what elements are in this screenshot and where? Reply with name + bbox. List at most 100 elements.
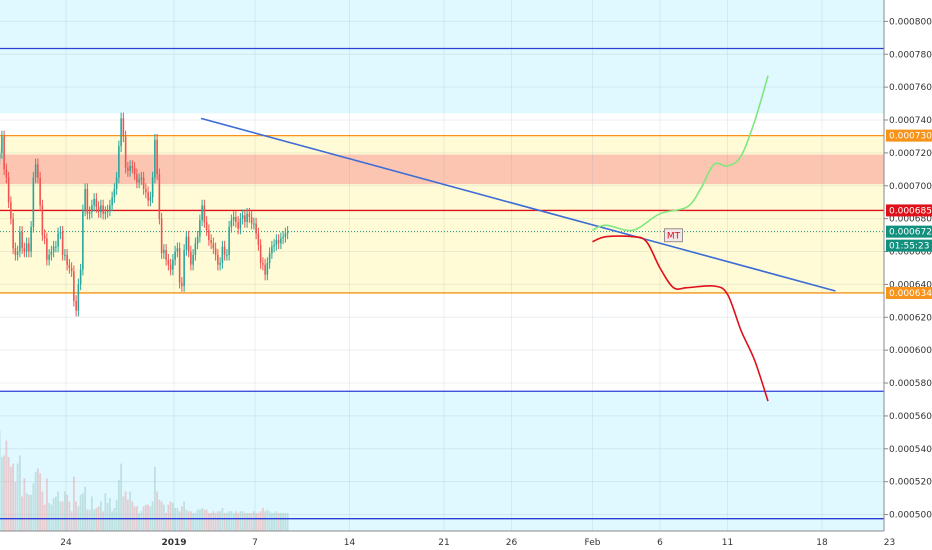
candle-body[interactable] (239, 218, 242, 229)
candle-body[interactable] (217, 254, 219, 265)
candle-body[interactable] (192, 254, 194, 265)
candle-body[interactable] (73, 271, 75, 301)
candle-body[interactable] (3, 136, 5, 170)
candle-body[interactable] (93, 198, 95, 206)
candle-body[interactable] (190, 251, 192, 265)
candle-body[interactable] (46, 238, 48, 260)
price-axis[interactable] (883, 0, 932, 531)
candle-body[interactable] (122, 118, 125, 137)
candle-body[interactable] (21, 231, 23, 249)
candle-body[interactable] (109, 205, 111, 211)
candle-body[interactable] (250, 217, 253, 224)
candle-body[interactable] (1, 136, 3, 153)
candle-body[interactable] (244, 215, 246, 222)
candle-body[interactable] (286, 231, 289, 234)
candle-body[interactable] (19, 231, 21, 252)
candle-body[interactable] (196, 236, 199, 244)
candle-body[interactable] (280, 238, 282, 244)
candle-body[interactable] (12, 218, 14, 249)
candle-body[interactable] (64, 254, 66, 256)
candle-body[interactable] (262, 263, 264, 265)
candle-body[interactable] (41, 205, 44, 236)
candle-body[interactable] (14, 248, 17, 255)
candle-body[interactable] (246, 213, 248, 222)
candle-body[interactable] (34, 164, 37, 178)
candle-body[interactable] (271, 246, 273, 254)
candle-body[interactable] (273, 244, 275, 247)
candle-body[interactable] (223, 246, 226, 255)
candle-body[interactable] (257, 233, 260, 245)
candle-body[interactable] (124, 136, 127, 168)
candle-body[interactable] (284, 233, 287, 237)
trendline[interactable] (200, 117, 836, 292)
candle-body[interactable] (158, 174, 161, 219)
candle-body[interactable] (75, 300, 77, 311)
candle-body[interactable] (226, 254, 228, 256)
candle-body[interactable] (30, 226, 32, 252)
candle-body[interactable] (129, 166, 131, 171)
candle-body[interactable] (43, 235, 46, 239)
candle-body[interactable] (199, 220, 201, 237)
candle-body[interactable] (203, 205, 206, 222)
candle-body[interactable] (174, 251, 176, 260)
candle-body[interactable] (266, 263, 269, 275)
candle-body[interactable] (228, 226, 230, 255)
candle-body[interactable] (84, 189, 86, 211)
candle-body[interactable] (165, 249, 167, 260)
candle-body[interactable] (100, 205, 102, 213)
candle-body[interactable] (133, 167, 136, 175)
candle-body[interactable] (127, 167, 129, 171)
candle-body[interactable] (16, 251, 19, 255)
candle-body[interactable] (201, 205, 203, 221)
candle-body[interactable] (219, 263, 221, 265)
candle-body[interactable] (86, 189, 89, 214)
candle-body[interactable] (138, 179, 140, 183)
candle-body[interactable] (52, 246, 55, 252)
candle-body[interactable] (255, 223, 257, 234)
candle-body[interactable] (275, 240, 278, 245)
candle-body[interactable] (241, 215, 244, 219)
candle-body[interactable] (154, 139, 156, 178)
candle-body[interactable] (5, 169, 8, 178)
candle-body[interactable] (160, 218, 163, 254)
candle-body[interactable] (37, 164, 39, 178)
candle-body[interactable] (187, 236, 190, 252)
candle-body[interactable] (25, 243, 28, 252)
candle-body[interactable] (185, 236, 188, 250)
candle-body[interactable] (32, 177, 35, 227)
candle-body[interactable] (68, 264, 71, 268)
candle-body[interactable] (221, 246, 224, 264)
candle-body[interactable] (183, 249, 185, 287)
candle-body[interactable] (172, 259, 174, 270)
candle-body[interactable] (145, 189, 147, 193)
candle-body[interactable] (97, 207, 100, 213)
candle-body[interactable] (151, 177, 154, 198)
candle-body[interactable] (113, 189, 116, 198)
candle-body[interactable] (169, 264, 172, 270)
candle-body[interactable] (167, 259, 170, 265)
candle-body[interactable] (104, 212, 107, 214)
candle-body[interactable] (111, 197, 113, 206)
candle-body[interactable] (61, 231, 64, 255)
candle-body[interactable] (28, 243, 30, 252)
candle-body[interactable] (115, 177, 118, 190)
candle-body[interactable] (66, 254, 68, 265)
candle-body[interactable] (82, 210, 84, 270)
candle-body[interactable] (136, 174, 138, 183)
candle-body[interactable] (55, 246, 57, 248)
candle-body[interactable] (205, 221, 208, 231)
candle-body[interactable] (79, 269, 82, 285)
candle-body[interactable] (163, 249, 165, 254)
candle-body[interactable] (50, 251, 53, 255)
candle-body[interactable] (118, 146, 120, 178)
candle-body[interactable] (237, 221, 239, 229)
candle-body[interactable] (48, 254, 50, 260)
candle-body[interactable] (156, 139, 158, 175)
candle-body[interactable] (23, 248, 26, 252)
candle-body[interactable] (232, 217, 235, 221)
candle-body[interactable] (259, 244, 262, 264)
candle-body[interactable] (230, 220, 233, 227)
candle-body[interactable] (268, 253, 271, 264)
candle-body[interactable] (178, 248, 181, 283)
candle-body[interactable] (70, 267, 73, 272)
